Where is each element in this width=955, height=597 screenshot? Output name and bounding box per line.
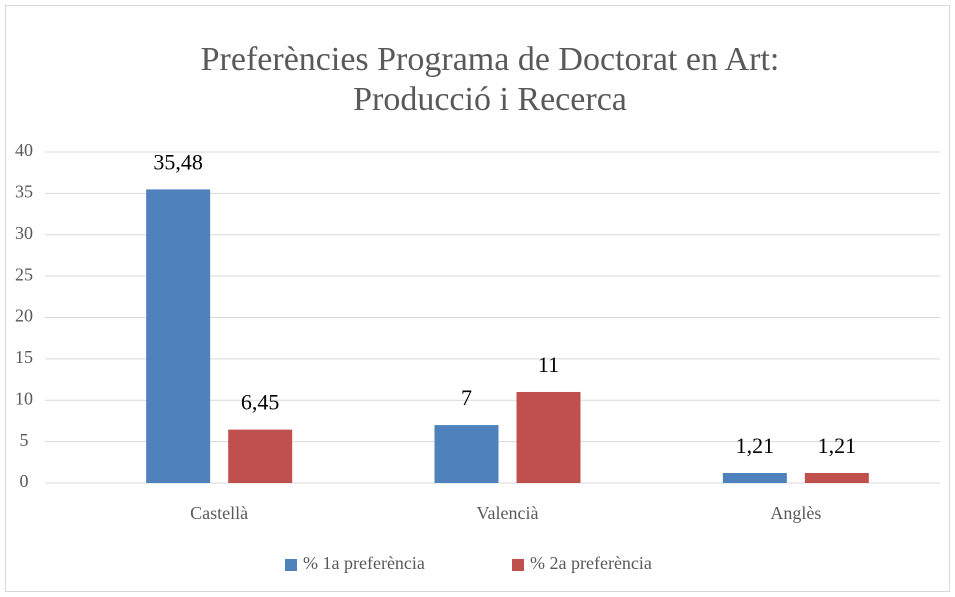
chart-title: Producció i Recerca (353, 81, 627, 118)
y-tick-label: 35 (15, 182, 33, 202)
y-tick-label: 20 (15, 306, 33, 326)
y-tick-label: 10 (15, 388, 33, 408)
data-label: 6,45 (241, 390, 280, 415)
bar (146, 189, 211, 483)
bar (804, 472, 869, 483)
legend-swatch (285, 559, 297, 571)
bar (722, 472, 787, 483)
legend-label: % 1a preferència (303, 553, 425, 573)
y-tick-label: 40 (15, 140, 33, 160)
data-label: 1,21 (818, 433, 857, 458)
legend-label: % 2a preferència (530, 553, 652, 573)
x-tick-label: Castellà (190, 503, 248, 523)
y-tick-label: 5 (20, 430, 29, 450)
x-tick-label: Anglès (770, 503, 821, 523)
y-tick-label: 30 (15, 223, 33, 243)
y-tick-label: 25 (15, 264, 33, 284)
bar (228, 429, 293, 483)
bar (516, 391, 581, 483)
chart-title: Preferències Programa de Doctorat en Art… (201, 41, 780, 78)
y-tick-label: 15 (15, 347, 33, 367)
data-label: 11 (538, 352, 559, 377)
y-tick-label: 0 (20, 471, 29, 491)
data-label: 35,48 (153, 149, 203, 174)
bar (434, 425, 499, 483)
data-label: 1,21 (736, 433, 775, 458)
legend-swatch (512, 559, 524, 571)
data-label: 7 (461, 385, 472, 410)
x-tick-label: Valencià (477, 503, 539, 523)
